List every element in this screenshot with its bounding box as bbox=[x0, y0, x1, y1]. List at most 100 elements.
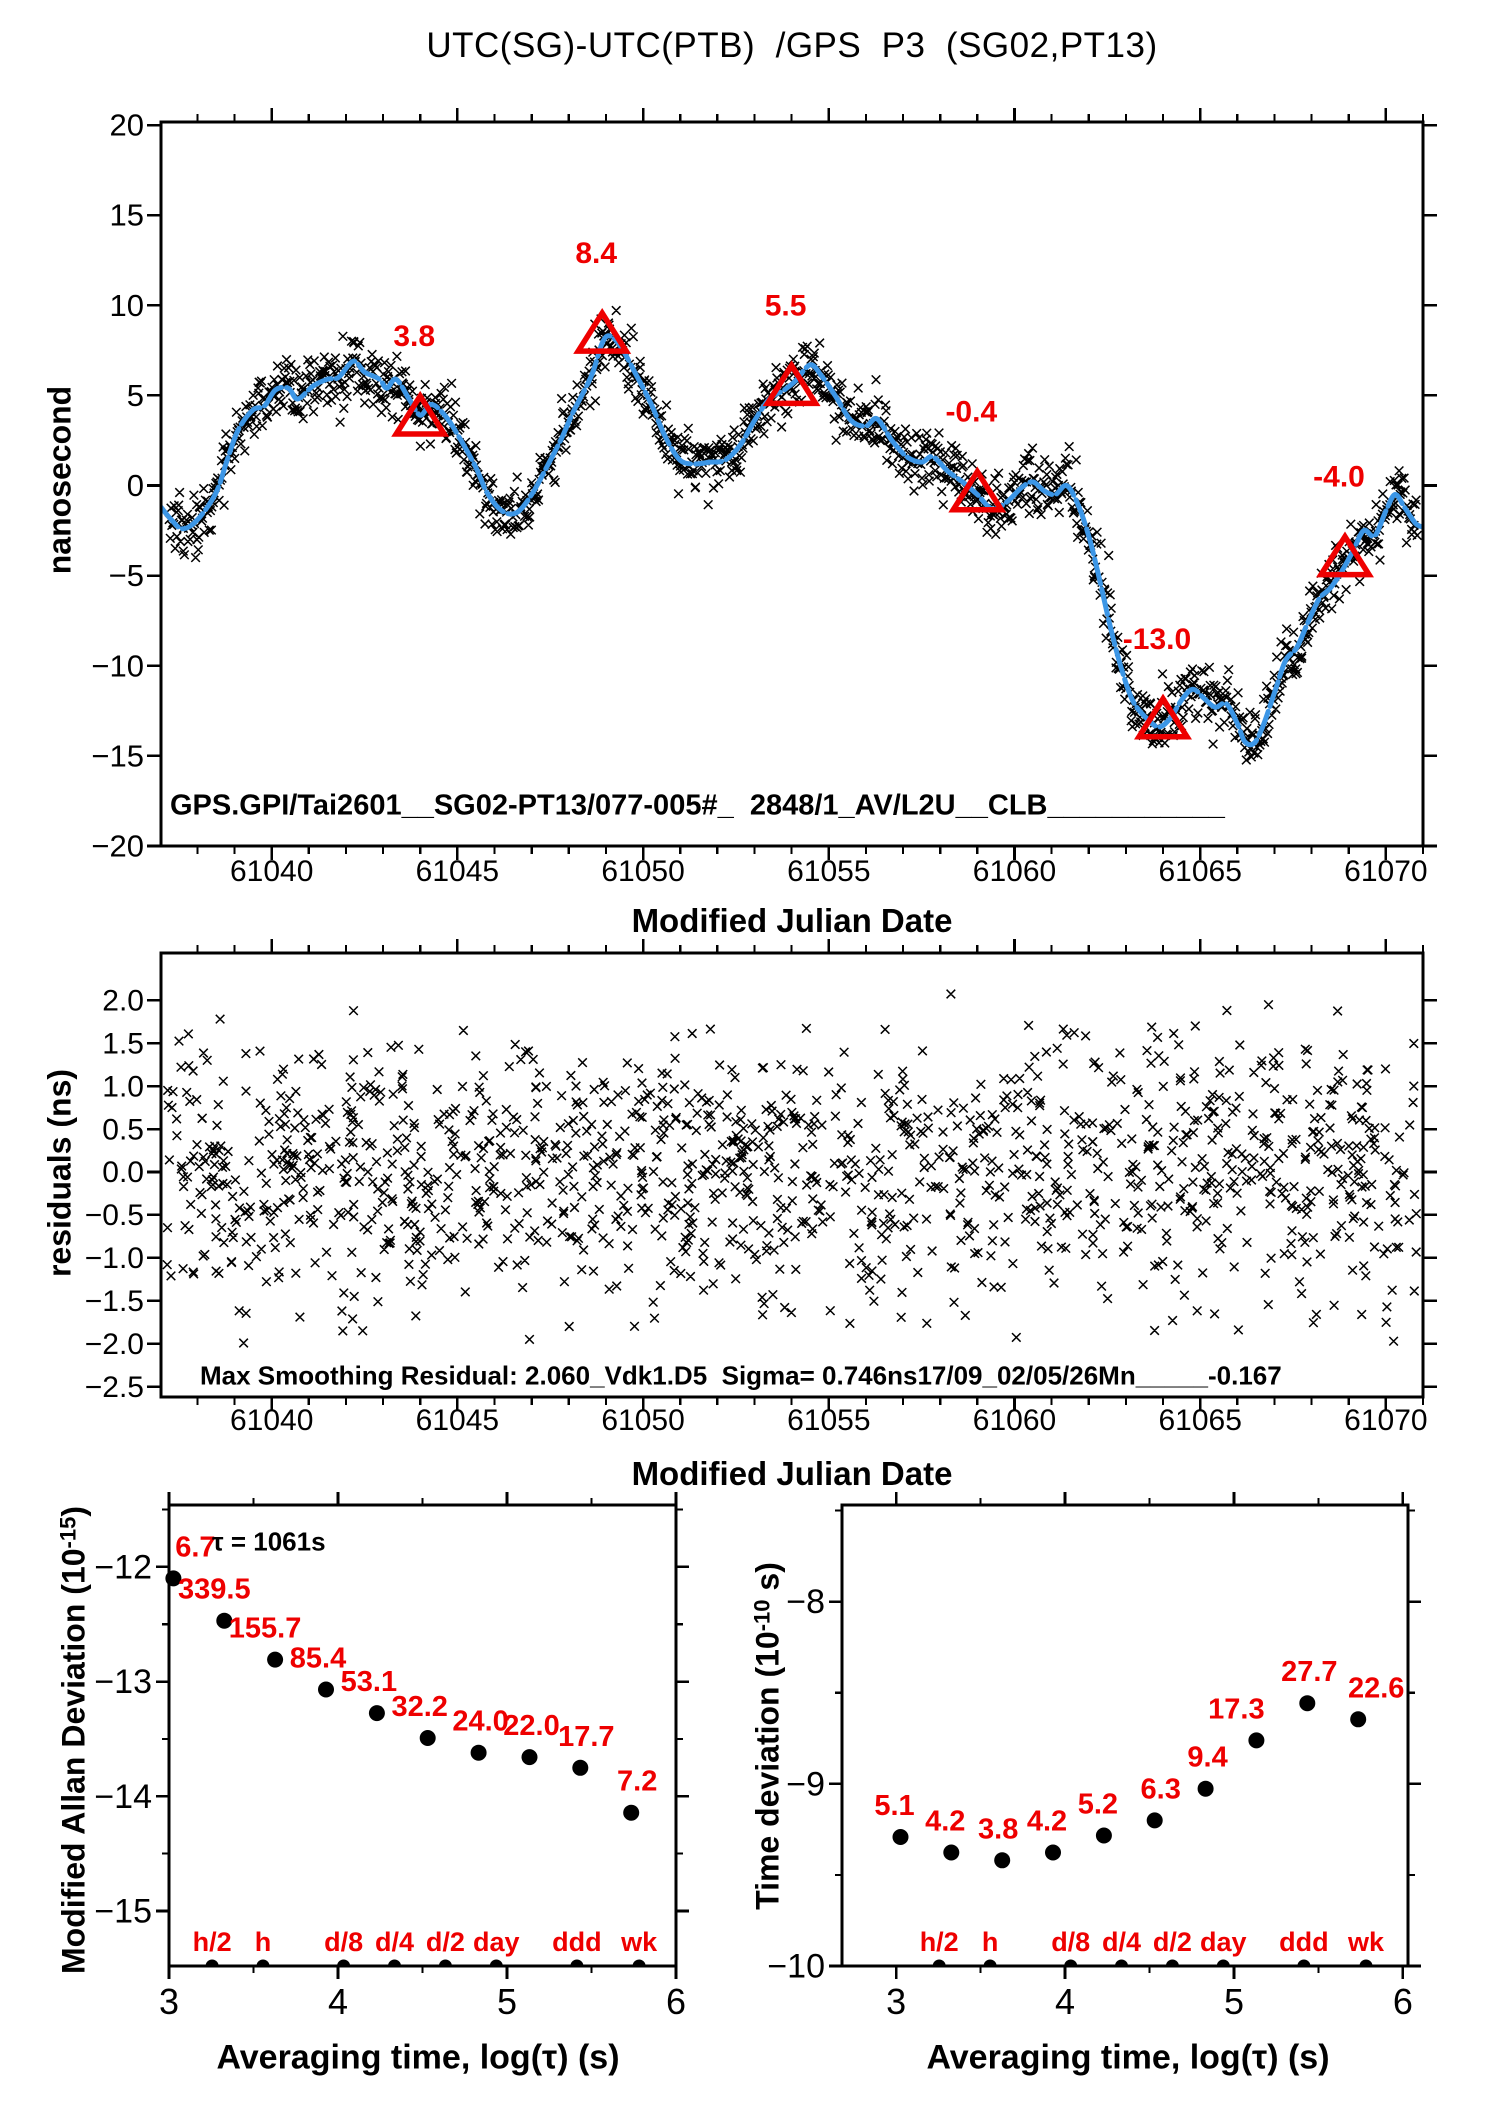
calibration-triangle-marker bbox=[948, 466, 1007, 513]
y-tick-label: −15 bbox=[91, 738, 144, 773]
axis-major-ticks bbox=[156, 1492, 689, 1979]
y-tick-label: 5 bbox=[127, 378, 144, 413]
calibration-triangle-marker bbox=[573, 307, 632, 354]
x-tick-label: 61060 bbox=[973, 1404, 1056, 1437]
axis-major-ticks bbox=[147, 108, 1437, 860]
deviation-value-label: 32.2 bbox=[391, 1691, 447, 1723]
x-tick-label: 61045 bbox=[416, 855, 499, 888]
x-tick-label: 61060 bbox=[973, 855, 1056, 888]
mdev-y-title-text: Modified Allan Deviation (10 bbox=[55, 1548, 92, 1974]
triangle-value-label: -0.4 bbox=[945, 396, 997, 429]
y-tick-label: 2.0 bbox=[102, 984, 144, 1017]
deviation-point bbox=[318, 1681, 334, 1698]
deviation-point bbox=[521, 1749, 538, 1766]
tdev-y-title-text: Time deviation (10 bbox=[749, 1631, 786, 1910]
axis-minor-ticks bbox=[196, 945, 1425, 1405]
deviation-point bbox=[267, 1651, 284, 1668]
x-tick-label: 6 bbox=[666, 1981, 686, 2022]
deviation-value-label: 6.7 bbox=[175, 1531, 215, 1563]
top-panel-y-axis-title: nanosecond bbox=[41, 385, 78, 575]
triangle-value-label: -13.0 bbox=[1123, 623, 1191, 656]
y-tick-label: −14 bbox=[94, 1778, 152, 1816]
y-tick-label: 0.5 bbox=[102, 1113, 144, 1146]
panel-frame bbox=[159, 951, 1425, 1399]
axis-minor-ticks bbox=[162, 1498, 683, 1973]
deviation-value-label: 9.4 bbox=[1187, 1742, 1227, 1774]
tau-interval-label: d/2 bbox=[426, 1927, 465, 1957]
axis-minor-ticks bbox=[835, 1498, 1415, 1973]
smoothed-line bbox=[161, 333, 1423, 748]
tau-interval-label: d/2 bbox=[1153, 1927, 1192, 1957]
deviation-value-label: 5.2 bbox=[1078, 1789, 1118, 1821]
tau-axis-dot bbox=[632, 1959, 646, 1966]
deviation-value-label: 4.2 bbox=[1027, 1806, 1067, 1838]
calibration-triangle-marker bbox=[762, 360, 821, 407]
panel-frame bbox=[840, 1503, 1410, 1968]
deviation-point bbox=[368, 1705, 385, 1722]
x-tick-label: 6 bbox=[1393, 1981, 1413, 2022]
deviation-value-label: 22.0 bbox=[503, 1710, 559, 1742]
deviation-value-label: 17.7 bbox=[558, 1721, 614, 1753]
tau-interval-label: h bbox=[982, 1927, 999, 1957]
deviation-value-label: 27.7 bbox=[1281, 1656, 1337, 1688]
tau-interval-label: d/4 bbox=[375, 1927, 414, 1957]
x-tick-label: 5 bbox=[1224, 1981, 1244, 2022]
tau-axis-dot bbox=[1216, 1959, 1230, 1966]
tau-interval-label: wk bbox=[1347, 1927, 1385, 1957]
tau-interval-label: d/8 bbox=[324, 1927, 363, 1957]
y-tick-label: 0 bbox=[127, 468, 144, 503]
tau-interval-label: day bbox=[473, 1927, 520, 1957]
axis-major-ticks bbox=[147, 939, 1437, 1411]
tdev-panel-x-axis-title: Averaging time, log(τ) (s) bbox=[926, 2038, 1330, 2077]
deviation-point bbox=[1350, 1711, 1367, 1728]
dataset-id-annotation: GPS.GPI/Tai2601__SG02-PT13/077-005#_ 284… bbox=[170, 789, 1225, 822]
y-tick-label: 1.5 bbox=[102, 1027, 144, 1060]
calibration-triangle-marker bbox=[391, 390, 450, 437]
residuals-panel-y-axis-title: residuals (ns) bbox=[41, 1068, 78, 1278]
y-tick-label: 0.0 bbox=[102, 1156, 144, 1189]
tau-interval-label: day bbox=[1200, 1927, 1247, 1957]
residuals-panel-x-axis-title: Modified Julian Date bbox=[631, 1455, 953, 1492]
deviation-point bbox=[1045, 1844, 1061, 1861]
x-tick-label: 61040 bbox=[230, 1404, 313, 1437]
x-tick-label: 5 bbox=[497, 1981, 517, 2022]
deviation-value-label: 4.2 bbox=[925, 1806, 965, 1838]
mdev-panel-y-axis-title: Modified Allan Deviation (10-15) bbox=[56, 1506, 93, 1974]
deviation-point bbox=[892, 1829, 909, 1845]
y-tick-label: −8 bbox=[786, 1583, 825, 1621]
y-tick-label: −1.5 bbox=[85, 1285, 144, 1318]
tau-interval-label: d/4 bbox=[1102, 1927, 1141, 1957]
deviation-value-label: 22.6 bbox=[1348, 1672, 1404, 1704]
y-tick-label: 1.0 bbox=[102, 1070, 144, 1103]
deviation-value-label: 85.4 bbox=[290, 1643, 346, 1675]
top-panel-x-axis-title: Modified Julian Date bbox=[631, 902, 953, 939]
tau-interval-label: h/2 bbox=[920, 1927, 959, 1957]
deviation-value-label: 339.5 bbox=[178, 1574, 251, 1606]
y-tick-label: −20 bbox=[91, 829, 144, 864]
y-tick-label: −9 bbox=[786, 1765, 825, 1803]
x-tick-label: 4 bbox=[328, 1981, 348, 2022]
deviation-value-label: 24.0 bbox=[452, 1706, 508, 1738]
mdev-y-title-sup: -15 bbox=[55, 1516, 81, 1549]
tau-axis-dot bbox=[1165, 1959, 1179, 1966]
x-tick-label: 61065 bbox=[1158, 855, 1241, 888]
x-tick-label: 61055 bbox=[787, 1404, 870, 1437]
tau-axis-dot bbox=[205, 1959, 219, 1966]
y-tick-label: −0.5 bbox=[85, 1199, 144, 1232]
deviation-point bbox=[572, 1759, 589, 1776]
y-tick-label: 15 bbox=[110, 198, 144, 233]
deviation-point bbox=[623, 1804, 640, 1821]
x-tick-label: 61040 bbox=[230, 855, 313, 888]
y-tick-label: 10 bbox=[110, 288, 144, 323]
tau-axis-dot bbox=[570, 1959, 584, 1966]
y-tick-label: −2.5 bbox=[85, 1371, 144, 1404]
x-tick-label: 61050 bbox=[601, 855, 684, 888]
y-tick-label: −10 bbox=[91, 648, 144, 683]
x-tick-label: 61045 bbox=[416, 1404, 499, 1437]
tau-axis-dot bbox=[1064, 1959, 1078, 1966]
deviation-point bbox=[1146, 1812, 1163, 1829]
tau-axis-dot bbox=[438, 1959, 452, 1966]
tau-axis-dot bbox=[337, 1959, 351, 1966]
